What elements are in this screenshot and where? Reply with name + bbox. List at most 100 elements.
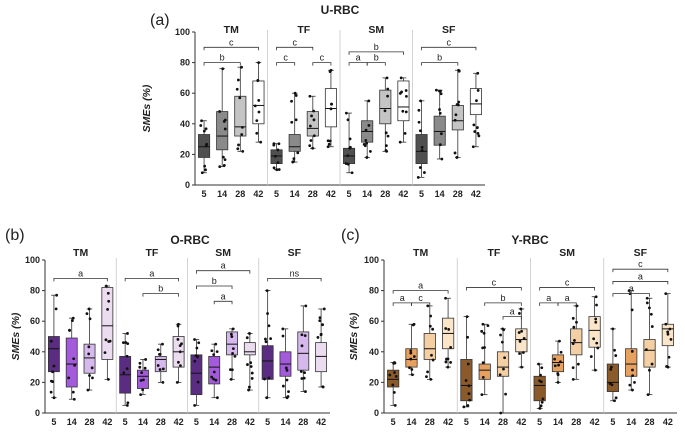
data-point bbox=[411, 373, 414, 377]
box-tf-28 bbox=[496, 351, 510, 377]
significance-label: b bbox=[158, 284, 163, 294]
data-point bbox=[519, 307, 523, 311]
data-point bbox=[539, 380, 543, 384]
x-tick-label: 28 bbox=[498, 417, 508, 427]
x-tick-label: 42 bbox=[398, 189, 408, 199]
data-point bbox=[447, 328, 451, 331]
x-tick-label: 14 bbox=[626, 417, 636, 427]
significance-label: a bbox=[546, 293, 551, 303]
significance-bracket bbox=[392, 290, 449, 294]
box-sm-5 bbox=[190, 354, 203, 396]
data-point bbox=[51, 380, 54, 384]
data-point bbox=[539, 404, 543, 408]
data-point bbox=[522, 337, 526, 340]
significance-bracket bbox=[348, 51, 404, 55]
significance-bracket bbox=[421, 62, 459, 66]
significance-label: a bbox=[418, 281, 423, 291]
data-point bbox=[204, 168, 207, 172]
data-point bbox=[235, 87, 239, 91]
data-point bbox=[475, 99, 478, 103]
data-point bbox=[571, 342, 575, 346]
data-point bbox=[236, 78, 240, 82]
box-sf-28 bbox=[451, 105, 464, 131]
data-point bbox=[214, 342, 218, 346]
y-tick-label: 20 bbox=[180, 149, 190, 159]
significance-label: b bbox=[220, 53, 225, 63]
data-point bbox=[277, 168, 281, 171]
data-point bbox=[518, 312, 521, 315]
data-point bbox=[498, 373, 502, 377]
data-point bbox=[49, 339, 53, 343]
data-point bbox=[299, 370, 303, 373]
data-point bbox=[477, 134, 481, 138]
data-point bbox=[365, 141, 369, 145]
data-point bbox=[593, 368, 597, 372]
data-point bbox=[51, 370, 54, 374]
x-tick-label: 42 bbox=[443, 417, 453, 427]
data-point bbox=[264, 340, 268, 344]
data-point bbox=[455, 156, 459, 159]
data-point bbox=[330, 102, 333, 106]
data-point bbox=[631, 368, 634, 372]
data-point bbox=[573, 339, 576, 342]
data-point bbox=[223, 127, 227, 131]
data-point bbox=[85, 312, 89, 316]
data-point bbox=[420, 149, 424, 152]
data-point bbox=[418, 166, 422, 169]
x-tick-label: 5 bbox=[419, 189, 424, 199]
group-label-tf: TF bbox=[297, 24, 310, 36]
data-point bbox=[246, 363, 249, 366]
significance-bracket bbox=[276, 46, 314, 51]
data-point bbox=[203, 164, 207, 168]
x-tick-label: 42 bbox=[253, 189, 263, 199]
data-point bbox=[309, 139, 313, 142]
data-point bbox=[326, 145, 330, 149]
box-sm-28 bbox=[379, 89, 392, 125]
data-point bbox=[266, 312, 269, 315]
data-point bbox=[52, 364, 56, 368]
data-point bbox=[611, 327, 615, 331]
x-tick-label: 42 bbox=[316, 417, 326, 427]
significance-bracket bbox=[53, 277, 108, 282]
data-point bbox=[466, 362, 470, 366]
data-point bbox=[107, 299, 111, 303]
box-sf-5 bbox=[261, 345, 274, 380]
data-point bbox=[648, 306, 651, 310]
data-point bbox=[193, 338, 196, 341]
data-point bbox=[594, 320, 598, 324]
significance-label: a bbox=[356, 53, 361, 63]
data-point bbox=[454, 113, 458, 117]
data-point bbox=[504, 392, 507, 396]
significance-bracket bbox=[484, 302, 522, 306]
data-point bbox=[70, 319, 74, 323]
data-point bbox=[202, 129, 206, 133]
box-tm-14 bbox=[216, 111, 229, 151]
data-point bbox=[193, 359, 197, 363]
data-point bbox=[212, 370, 216, 374]
data-point bbox=[233, 354, 237, 358]
data-point bbox=[630, 308, 634, 312]
data-point bbox=[158, 368, 162, 371]
data-point bbox=[67, 376, 71, 380]
data-point bbox=[285, 368, 289, 372]
data-point bbox=[482, 331, 486, 335]
data-point bbox=[594, 295, 598, 299]
significance-label: a bbox=[78, 268, 83, 278]
box-sf-42 bbox=[315, 342, 328, 373]
data-point bbox=[481, 361, 485, 365]
data-point bbox=[576, 362, 580, 366]
data-point bbox=[650, 325, 654, 328]
box-tm-14 bbox=[65, 337, 78, 388]
group-label-tm: TM bbox=[73, 247, 88, 259]
data-point bbox=[465, 315, 469, 319]
data-point bbox=[595, 341, 599, 345]
x-tick-label: 14 bbox=[435, 189, 445, 199]
data-point bbox=[650, 362, 654, 366]
x-tick-label: 42 bbox=[102, 417, 112, 427]
data-point bbox=[245, 336, 249, 340]
data-point bbox=[466, 404, 470, 407]
data-point bbox=[269, 337, 273, 341]
data-point bbox=[520, 329, 524, 333]
data-point bbox=[285, 378, 289, 382]
